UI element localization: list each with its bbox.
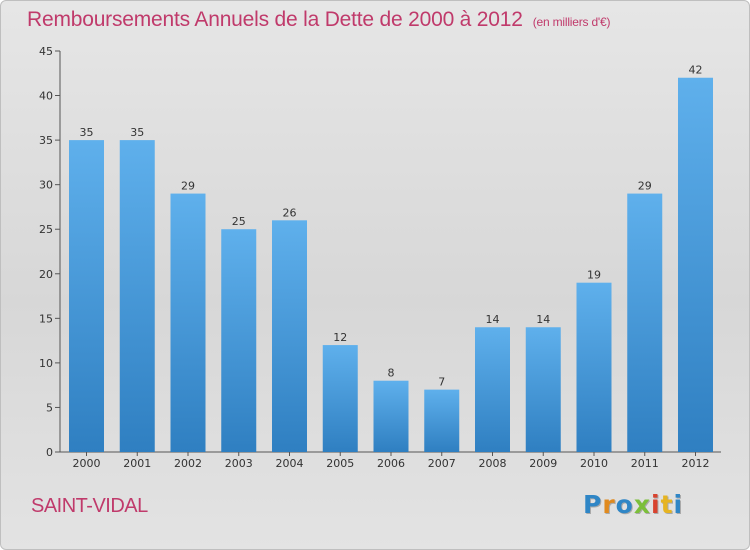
bar-2001 — [119, 140, 155, 452]
chart-title: Remboursements Annuels de la Dette de 20… — [27, 8, 610, 32]
x-tick-label-2001: 2001 — [123, 457, 151, 470]
bar-2006 — [373, 380, 409, 452]
y-tick-label-20: 20 — [39, 268, 53, 281]
bar-2004 — [272, 220, 307, 452]
y-tick-label-15: 15 — [39, 312, 53, 325]
y-tick-label-30: 30 — [39, 179, 53, 192]
y-tick-label-40: 40 — [39, 90, 53, 103]
y-tick-label-0: 0 — [46, 446, 53, 459]
x-tick-label-2009: 2009 — [529, 457, 557, 470]
x-tick-label-2010: 2010 — [580, 457, 608, 470]
bar-2011 — [627, 193, 663, 453]
bar-2007 — [424, 389, 460, 452]
data-label-2007: 7 — [438, 376, 445, 389]
commune-name: SAINT-VIDAL — [31, 495, 148, 517]
x-tick-label-2004: 2004 — [276, 457, 304, 470]
x-tick-label-2000: 2000 — [73, 457, 101, 470]
bar-2005 — [322, 345, 358, 452]
data-label-2010: 19 — [587, 269, 601, 282]
data-label-2012: 42 — [689, 64, 703, 77]
x-tick-label-2012: 2012 — [682, 457, 710, 470]
data-label-2005: 12 — [333, 331, 347, 344]
bar-2009 — [525, 327, 561, 452]
x-tick-label-2008: 2008 — [479, 457, 507, 470]
data-label-2011: 29 — [638, 180, 652, 193]
x-tick-label-2007: 2007 — [428, 457, 456, 470]
bar-2000 — [69, 140, 104, 452]
y-tick-label-45: 45 — [39, 45, 53, 58]
x-tick-label-2003: 2003 — [225, 457, 253, 470]
data-label-2002: 29 — [181, 180, 195, 193]
y-tick-label-5: 5 — [46, 401, 53, 414]
bar-2010 — [576, 282, 612, 452]
data-label-2000: 35 — [80, 126, 94, 139]
bar-2002 — [170, 193, 206, 453]
x-tick-label-2006: 2006 — [377, 457, 405, 470]
data-label-2008: 14 — [486, 313, 500, 326]
bar-2003 — [221, 229, 257, 452]
bar-2008 — [475, 327, 510, 452]
data-label-2006: 8 — [388, 367, 395, 380]
y-tick-label-35: 35 — [39, 134, 53, 147]
x-tick-label-2005: 2005 — [326, 457, 354, 470]
y-tick-label-10: 10 — [39, 357, 53, 370]
proxiti-logo: Proxiti — [583, 490, 684, 519]
y-tick-label-25: 25 — [39, 223, 53, 236]
x-tick-label-2011: 2011 — [631, 457, 659, 470]
data-label-2003: 25 — [232, 215, 246, 228]
bar-2012 — [678, 77, 713, 452]
title-text: Remboursements Annuels de la Dette de 20… — [27, 8, 523, 31]
data-label-2009: 14 — [536, 313, 550, 326]
title-unit: (en milliers d'€) — [532, 15, 611, 29]
data-label-2004: 26 — [283, 206, 297, 219]
x-tick-label-2002: 2002 — [174, 457, 202, 470]
data-label-2001: 35 — [130, 126, 144, 139]
